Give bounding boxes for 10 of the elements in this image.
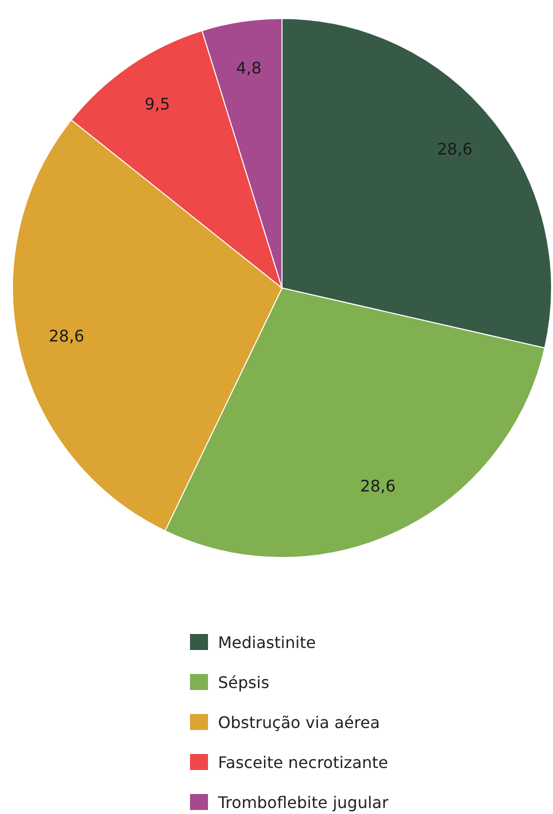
data-label: 4,8: [236, 58, 262, 78]
data-label: 28,6: [436, 139, 473, 158]
data-label: 28,6: [48, 326, 84, 346]
legend-label: Tromboflebite jugular: [218, 792, 388, 812]
legend-label: Obstrução via aérea: [218, 712, 380, 732]
legend-label: Mediastinite: [218, 632, 316, 652]
data-label: 9,5: [144, 94, 170, 114]
data-label: 28,6: [360, 476, 396, 496]
legend-label: Fasceite necrotizante: [218, 752, 388, 772]
legend-label: Sépsis: [218, 672, 270, 692]
